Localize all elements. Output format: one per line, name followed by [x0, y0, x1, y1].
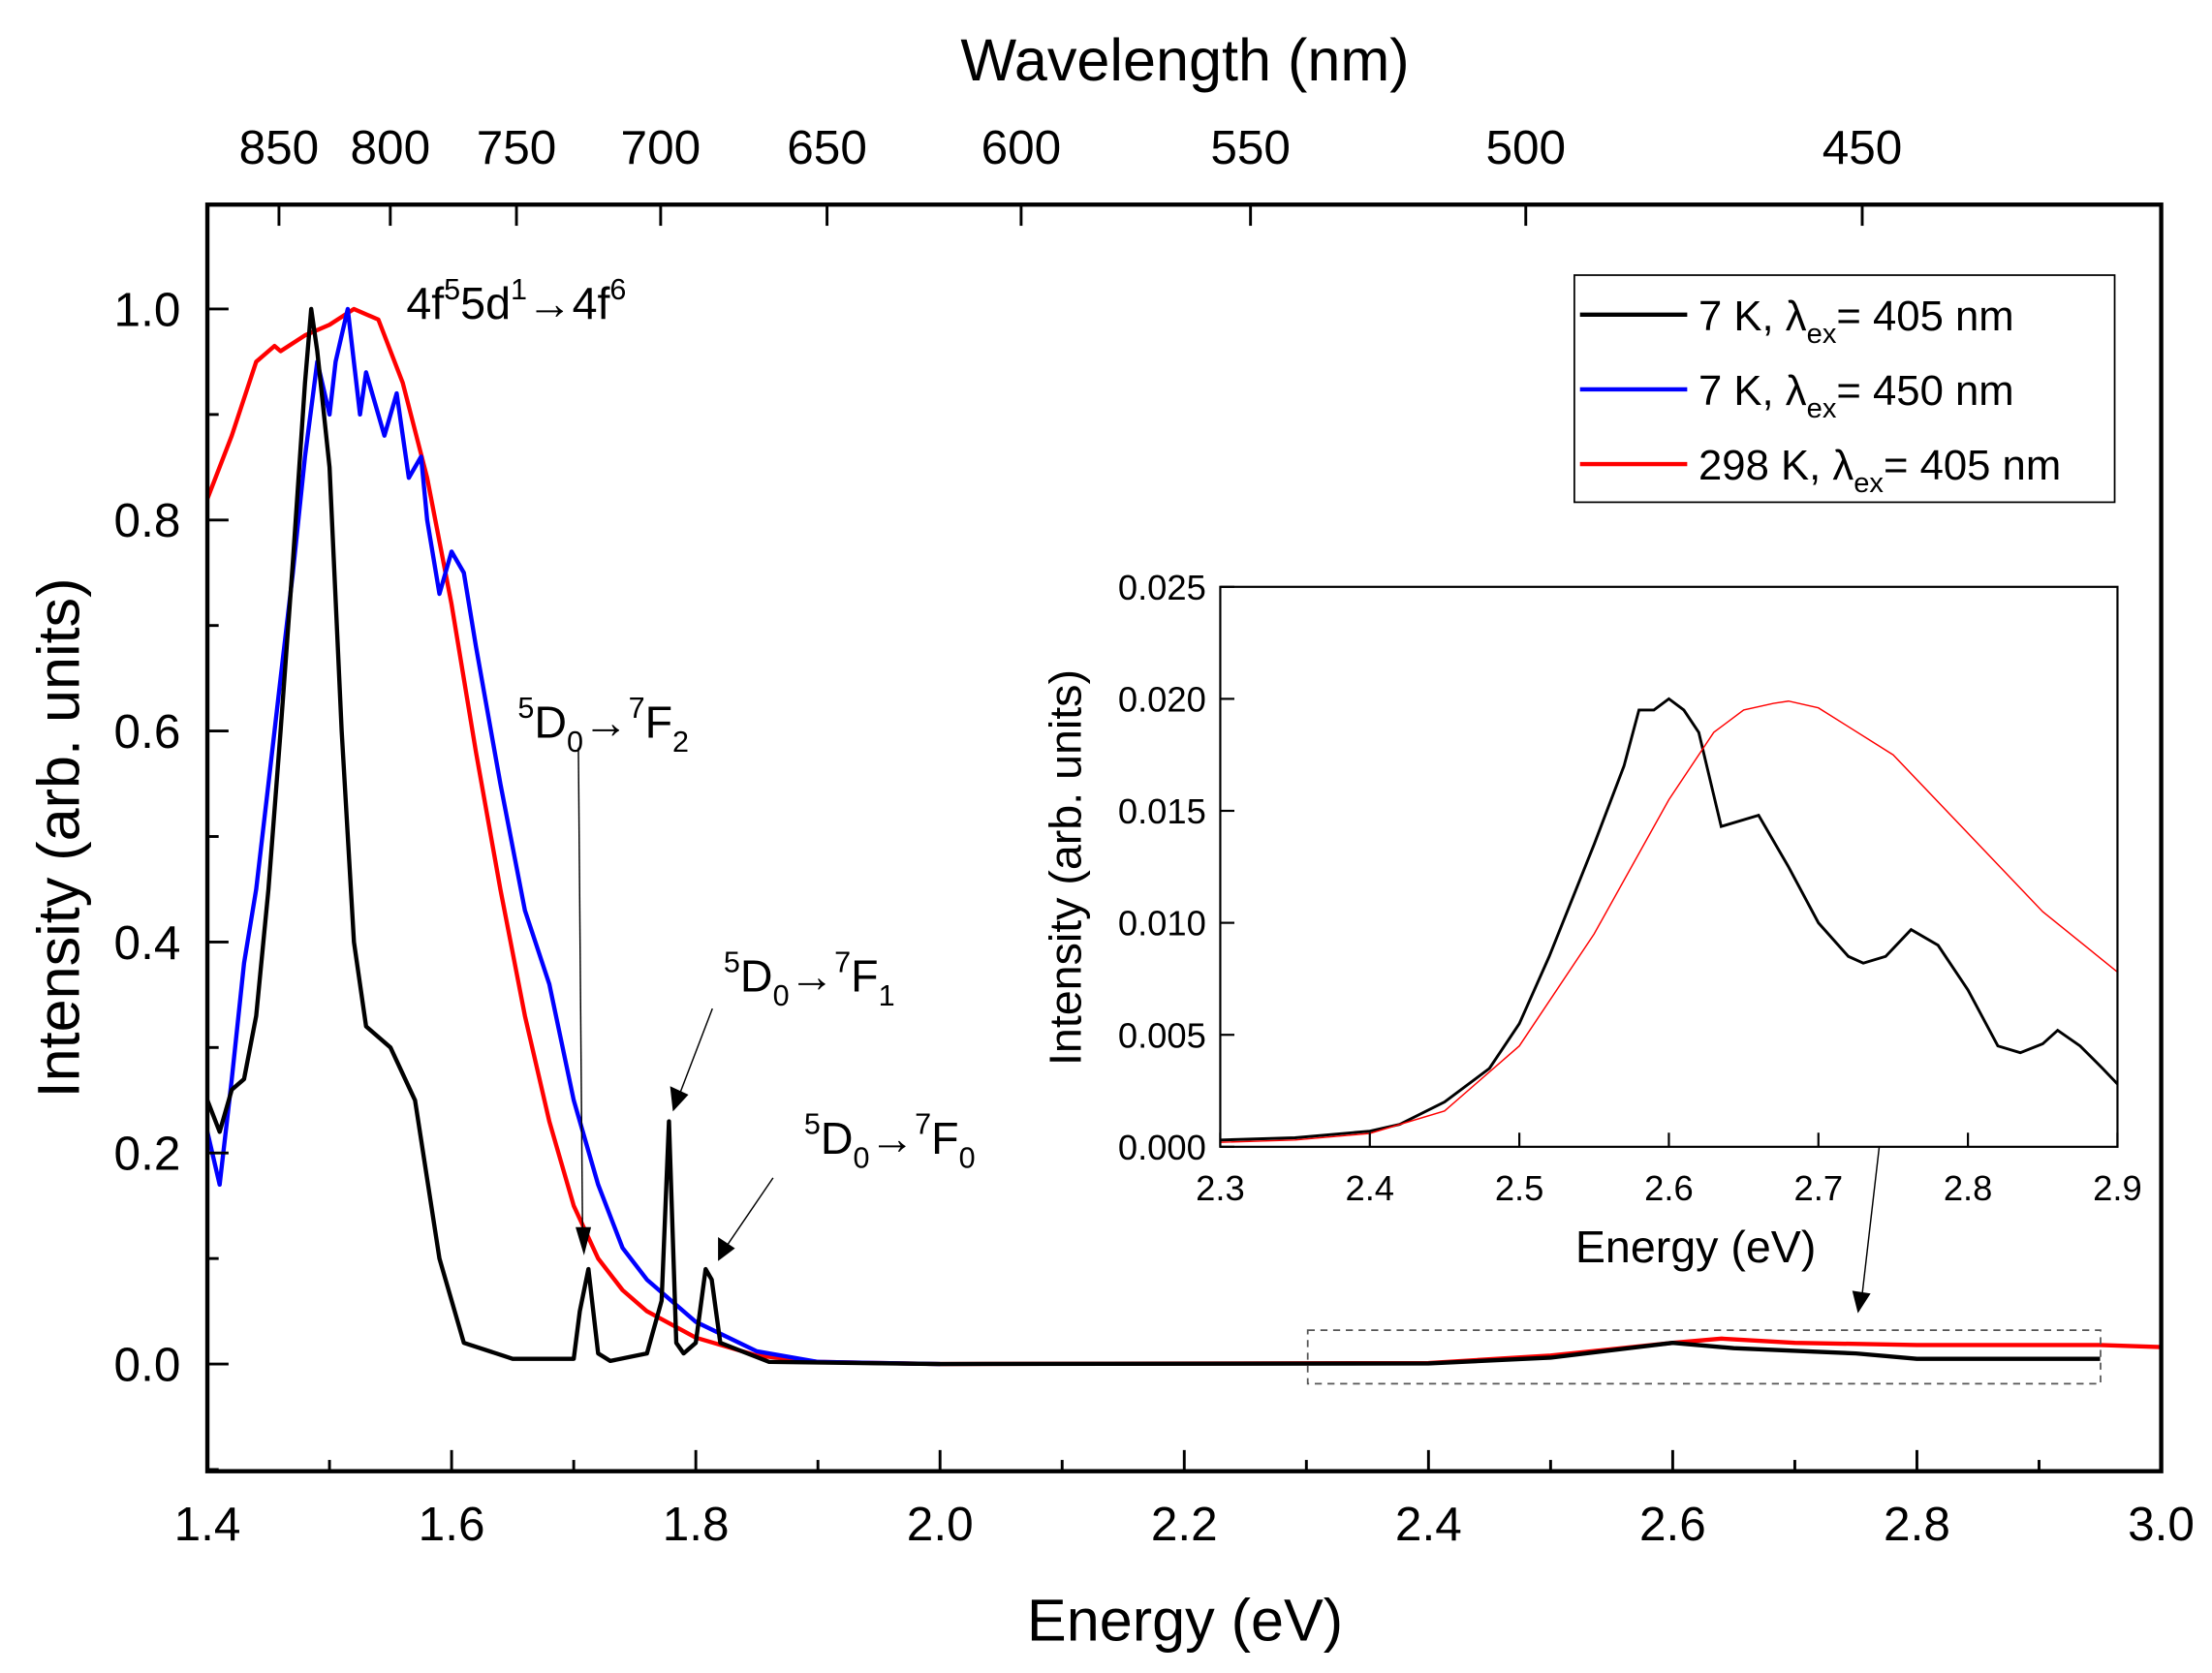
top-tick-label: 750 — [477, 121, 557, 174]
arrow-f1 — [679, 1007, 713, 1094]
legend-label: 7 K, λex= 405 nm — [1698, 293, 2014, 350]
inset-x-tick-label: 2.8 — [1944, 1168, 1993, 1208]
top-tick-label: 650 — [787, 121, 867, 174]
annotation-5d0-7f0: 5D0→7F0 — [804, 1108, 976, 1175]
main-plot-lines — [204, 306, 2162, 1367]
inset-y-tick-label: 0.000 — [1118, 1128, 1206, 1167]
y-tick-label: 0.8 — [114, 494, 181, 547]
y-tick-label: 0.0 — [114, 1339, 181, 1392]
inset-x-tick-label: 2.4 — [1345, 1168, 1394, 1208]
inset-x-tick-label: 2.5 — [1495, 1168, 1544, 1208]
legend-label: 298 K, λex= 405 nm — [1698, 442, 2061, 499]
x-tick-label: 2.4 — [1395, 1498, 1462, 1551]
inset-plot: 2.3 2.4 2.5 2.6 2.7 2.8 2.9 0.000 0.005 0.010 0.01… — [1040, 568, 2141, 1272]
top-tick-label: 450 — [1823, 121, 1903, 174]
arrowhead-f2 — [576, 1226, 592, 1255]
inset-y-tick-label: 0.010 — [1118, 904, 1206, 944]
y-axis-title: Intensity (arb. units) — [26, 578, 92, 1099]
annotation-5d0-7f1: 5D0→7F1 — [724, 945, 895, 1012]
inset-x-tick-label: 2.3 — [1196, 1168, 1245, 1208]
inset-series-line-1 — [1220, 699, 2118, 1143]
y-tick-label: 0.4 — [114, 916, 181, 970]
x-tick-label: 1.4 — [174, 1498, 241, 1551]
top-tick-label: 500 — [1485, 121, 1566, 174]
annotation-5d0-7f2: 5D0→7F2 — [517, 692, 689, 759]
x-tick-label: 2.2 — [1151, 1498, 1218, 1551]
inset-y-axis-title: Intensity (arb. units) — [1040, 669, 1090, 1066]
top-tick-label: 800 — [351, 121, 431, 174]
x-tick-label: 2.6 — [1639, 1498, 1706, 1551]
inset-y-tick-label: 0.020 — [1118, 679, 1206, 719]
arrowhead-f1 — [670, 1086, 689, 1112]
top-tick-label: 700 — [621, 121, 701, 174]
x-axis-title: Energy (eV) — [1027, 1587, 1343, 1653]
y-tick-label: 0.2 — [114, 1128, 181, 1181]
annotation-arrows — [576, 747, 1885, 1314]
inset-x-tick-label: 2.6 — [1644, 1168, 1694, 1208]
series-line-2 — [204, 306, 2101, 1367]
x-tick-label: 1.8 — [663, 1498, 730, 1551]
arrowhead-f0 — [718, 1237, 735, 1261]
x-tick-label: 3.0 — [2128, 1498, 2195, 1551]
y-tick-label: 0.6 — [114, 705, 181, 759]
top-tick-label: 850 — [239, 121, 320, 174]
legend: 7 K, λex= 405 nm 7 K, λex= 450 nm 298 K, λ… — [1573, 274, 2116, 504]
inset-y-tick-label: 0.015 — [1118, 791, 1206, 831]
annotation-4f5d-4f6: 4f55d1→4f6 — [406, 273, 626, 328]
top-tick-label: 550 — [1210, 121, 1291, 174]
series-line-1 — [204, 306, 941, 1367]
inset-x-tick-label: 2.9 — [2093, 1168, 2142, 1208]
inset-y-tick-label: 0.005 — [1118, 1015, 1206, 1055]
x-tick-label: 1.6 — [419, 1498, 485, 1551]
inset-plot-lines — [1220, 697, 2119, 1143]
inset-y-tick-label: 0.025 — [1118, 568, 1206, 607]
x-tick-label: 2.8 — [1884, 1498, 1950, 1551]
legend-label: 7 K, λex= 450 nm — [1698, 367, 2014, 424]
arrow-f0 — [727, 1177, 774, 1245]
x-tick-label: 2.0 — [907, 1498, 974, 1551]
top-axis-title: Wavelength (nm) — [960, 27, 1409, 93]
inset-x-axis-title: Energy (eV) — [1575, 1222, 1817, 1272]
main-ticks: 1.4 1.6 1.8 2.0 2.2 2.4 2.6 2.8 3.0 0.0 0.2 0.4 0.6 0… — [114, 121, 2195, 1551]
zoom-region-box — [1306, 1329, 2102, 1385]
arrowhead-inset — [1852, 1290, 1871, 1314]
inset-series-line-0 — [1220, 697, 2119, 1142]
y-tick-label: 1.0 — [114, 283, 181, 336]
top-tick-label: 600 — [981, 121, 1062, 174]
arrow-f2 — [577, 747, 584, 1239]
inset-x-tick-label: 2.7 — [1793, 1168, 1843, 1208]
